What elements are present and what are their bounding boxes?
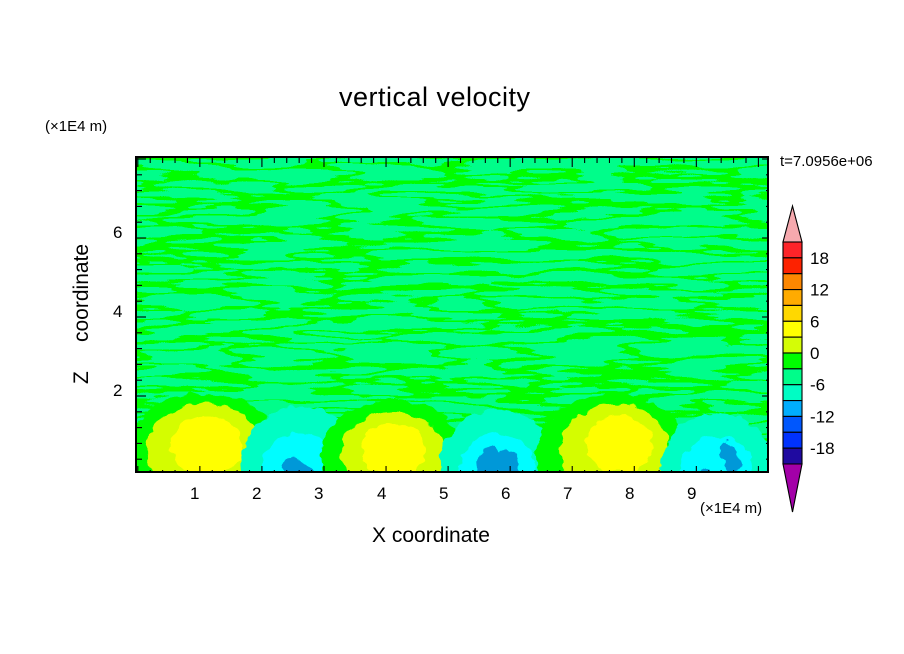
svg-text:18: 18 — [810, 249, 829, 268]
svg-text:-6: -6 — [810, 376, 825, 395]
svg-text:6: 6 — [810, 312, 819, 331]
svg-text:-18: -18 — [810, 439, 835, 458]
svg-text:0: 0 — [810, 344, 819, 363]
svg-text:12: 12 — [810, 281, 829, 300]
svg-text:-12: -12 — [810, 407, 835, 426]
